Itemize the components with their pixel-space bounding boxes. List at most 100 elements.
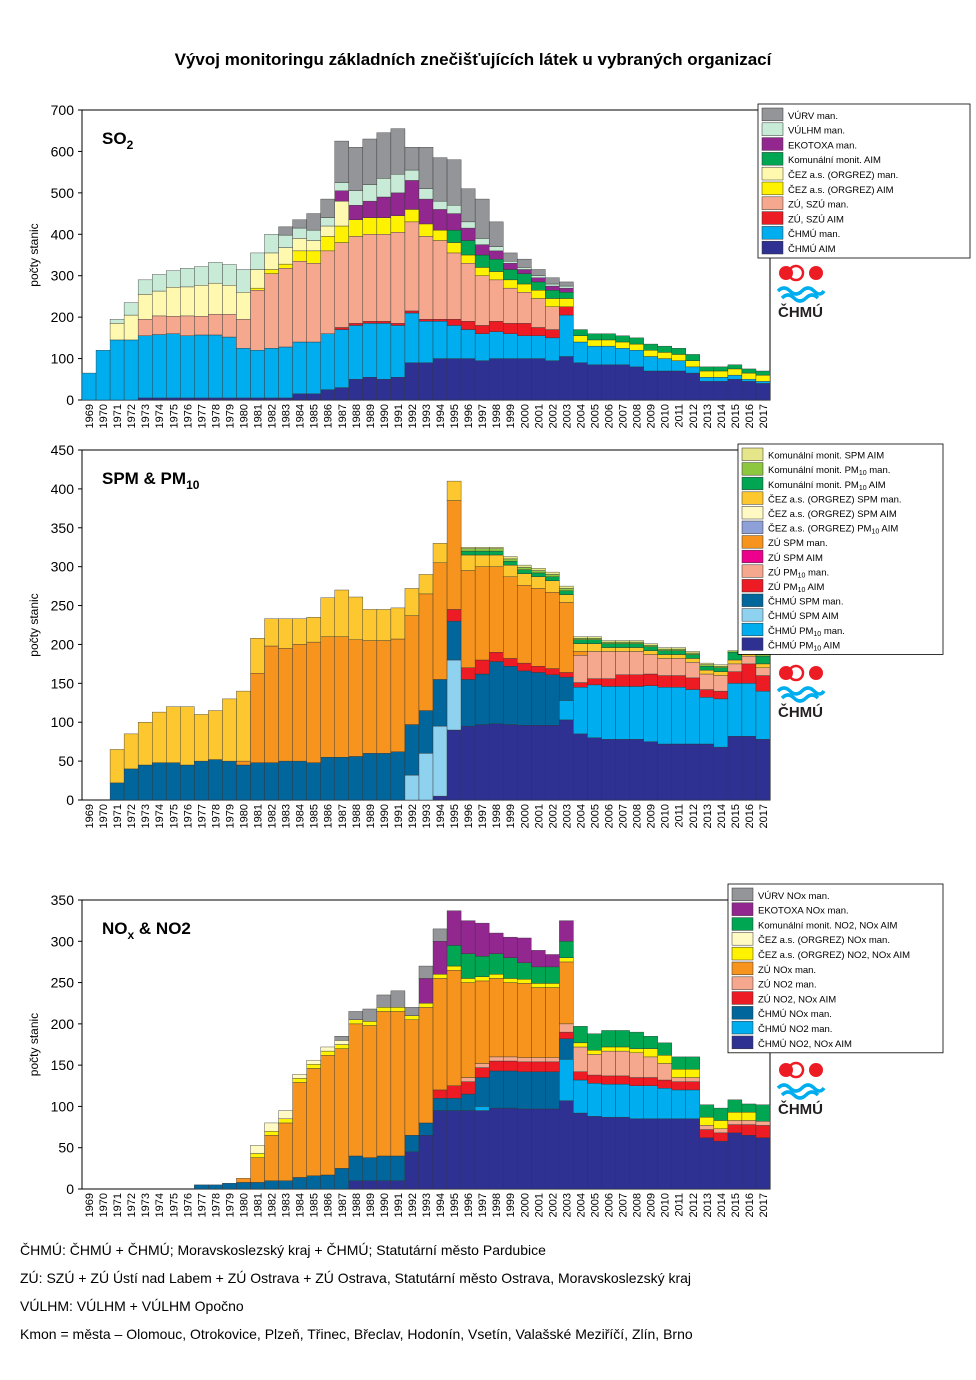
- bar-segment: [531, 576, 546, 589]
- x-tick-label: 1987: [337, 804, 349, 828]
- bar-segment: [362, 234, 378, 322]
- bar-segment: [474, 1106, 490, 1111]
- bar-segment: [334, 387, 349, 401]
- bar-segment: [306, 617, 321, 643]
- x-tick-label: 1993: [421, 404, 433, 428]
- x-tick-label: 1993: [421, 1193, 433, 1217]
- x-tick-label: 2004: [575, 1193, 587, 1217]
- bar-segment: [418, 753, 434, 801]
- bar-segment: [643, 643, 658, 646]
- bar-segment: [615, 674, 630, 687]
- bar-segment: [755, 383, 771, 401]
- bar-segment: [741, 663, 757, 684]
- bar-segment: [601, 1083, 616, 1118]
- bar-segment: [755, 1121, 771, 1126]
- bar-segment: [250, 397, 265, 401]
- legend-swatch: [761, 152, 784, 166]
- x-tick-label: 1986: [323, 1193, 335, 1217]
- bar-segment: [418, 965, 434, 979]
- bar-segment: [573, 639, 588, 644]
- bar-segment: [741, 372, 757, 380]
- bar-segment: [517, 292, 532, 324]
- bar-segment: [699, 1104, 715, 1118]
- bar-segment: [432, 358, 448, 401]
- x-tick-label: 1999: [505, 804, 517, 828]
- bar-segment: [474, 333, 490, 361]
- bar-segment: [166, 316, 181, 334]
- bar-segment: [587, 643, 602, 652]
- bar-segment: [460, 221, 476, 229]
- legend-entry: ZÚ SPM man.: [768, 538, 828, 549]
- bar-segment: [446, 1110, 462, 1190]
- x-tick-label: 1992: [407, 804, 419, 828]
- bar-segment: [713, 366, 729, 372]
- bar-segment: [573, 1079, 588, 1114]
- bar-segment: [587, 1116, 602, 1190]
- bar-segment: [432, 928, 448, 942]
- x-tick-label: 2002: [547, 1193, 559, 1217]
- bar-segment: [180, 268, 195, 288]
- bar-segment: [503, 982, 518, 1058]
- bar-segment: [685, 743, 700, 801]
- x-tick-label: 2012: [688, 404, 700, 428]
- bar-segment: [278, 263, 293, 269]
- x-tick-label: 1980: [238, 404, 250, 428]
- bar-segment: [166, 333, 181, 399]
- bar-segment: [685, 658, 700, 663]
- bar-segment: [362, 1021, 378, 1026]
- bar-segment: [446, 1085, 462, 1099]
- bar-segment: [671, 1089, 686, 1120]
- bar-segment: [292, 760, 307, 801]
- bar-segment: [334, 190, 349, 202]
- bar-segment: [123, 768, 139, 801]
- bar-segment: [601, 686, 616, 740]
- bar-segment: [152, 274, 167, 292]
- bar-segment: [320, 757, 335, 801]
- bar-segment: [474, 238, 490, 245]
- bar-segment: [657, 654, 672, 659]
- bar-segment: [587, 1033, 602, 1051]
- x-tick-label: 2013: [702, 804, 714, 828]
- bar-segment: [545, 592, 560, 669]
- bar-segment: [376, 178, 392, 198]
- bar-segment: [362, 609, 378, 641]
- bar-segment: [488, 321, 504, 332]
- bar-segment: [629, 366, 644, 401]
- bar-segment: [573, 1026, 588, 1044]
- bar-segment: [404, 724, 420, 776]
- bar-segment: [390, 174, 406, 194]
- bar-segment: [727, 1099, 743, 1113]
- x-tick-label: 2009: [646, 804, 658, 828]
- bar-segment: [488, 271, 504, 281]
- bar-segment: [390, 990, 406, 1008]
- bar-segment: [306, 1068, 321, 1176]
- bar-segment: [460, 570, 476, 668]
- bar-segment: [643, 741, 658, 801]
- footnote-chmu: ČHMÚ: ČHMÚ + ČHMÚ; Moravskoslezský kraj …: [20, 1242, 546, 1258]
- bar-segment: [503, 936, 518, 958]
- bar-segment: [755, 739, 771, 801]
- bar-segment: [587, 364, 602, 401]
- bar-segment: [474, 550, 490, 556]
- bar-segment: [362, 753, 378, 801]
- bar-segment: [376, 640, 392, 754]
- bar-segment: [615, 647, 630, 652]
- bar-segment: [137, 319, 153, 336]
- bar-segment: [348, 596, 364, 640]
- bar-segment: [657, 1042, 672, 1056]
- bar-segment: [474, 922, 490, 957]
- legend-entry: ČEZ a.s. (ORGREZ) SPM man.: [768, 494, 902, 505]
- bar-segment: [545, 571, 560, 575]
- bar-segment: [418, 1135, 434, 1190]
- x-tick-label: 1978: [210, 804, 222, 828]
- y-axis-label: počty stanic: [27, 223, 41, 286]
- legend: VÚRV man. VÚLHM man. EKOTOXA man. Komunální…: [757, 103, 971, 259]
- bar-segment: [446, 659, 462, 731]
- bar-segment: [404, 1019, 420, 1136]
- x-tick-label: 2016: [744, 404, 756, 428]
- bar-segment: [517, 1057, 532, 1063]
- bar-segment: [671, 743, 686, 801]
- bar-segment: [727, 379, 743, 401]
- legend-swatch: [731, 991, 754, 1005]
